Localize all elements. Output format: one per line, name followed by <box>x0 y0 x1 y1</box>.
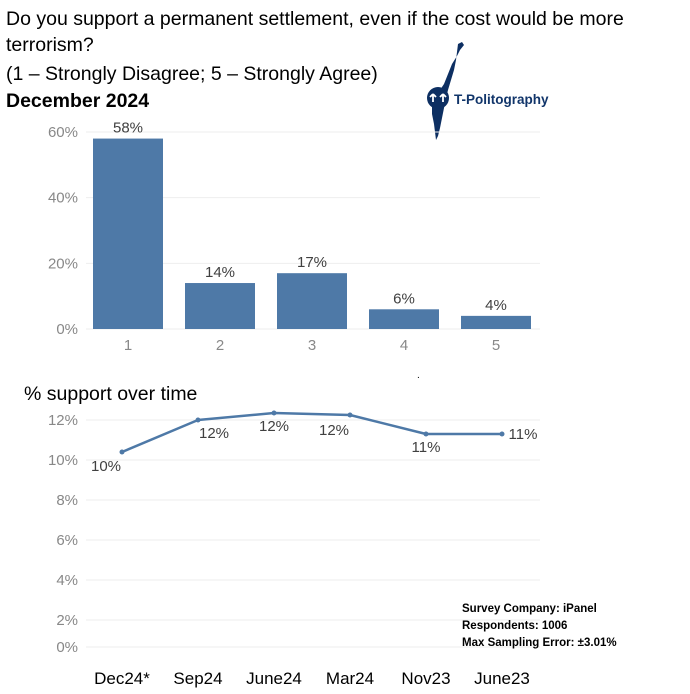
israel-map-icon <box>427 42 464 140</box>
chart-question-line-1: Do you support a permanent settlement, e… <box>6 8 624 30</box>
logo-wordmark: T-Politography <box>454 92 549 107</box>
line-point-June23 <box>499 431 505 437</box>
bar-4 <box>369 309 439 329</box>
line-point-Mar24 <box>347 412 353 418</box>
survey-date: December 2024 <box>6 90 150 112</box>
line-y-tick-label: 0% <box>56 639 78 656</box>
line-data-label: 12% <box>259 418 289 435</box>
bar-x-tick-label: 5 <box>492 337 500 354</box>
survey-company: Survey Company: iPanel <box>462 603 597 615</box>
line-chart: 0% 2% 4% 6% 8% 10% 12% 10% Dec24* 12% Sep24 12% June… <box>48 410 540 688</box>
logo-circle <box>427 87 449 109</box>
line-x-tick-label: June24 <box>246 669 302 688</box>
line-y-tick-label: 2% <box>56 612 78 629</box>
bar-data-label: 58% <box>113 120 143 137</box>
bar-y-tick-label: 40% <box>48 190 78 207</box>
survey-respondents: Respondents: 1006 <box>462 620 568 632</box>
line-data-label: 11% <box>509 426 538 443</box>
line-x-tick-label: Mar24 <box>326 669 374 688</box>
bar-1 <box>93 138 163 329</box>
line-data-label: 11% <box>412 439 441 456</box>
line-x-tick-label: June23 <box>474 669 530 688</box>
israel-map-shape <box>432 42 464 140</box>
line-point-June24 <box>271 410 277 416</box>
line-data-label: 12% <box>319 422 349 439</box>
bar-x-tick-label: 1 <box>124 337 132 354</box>
bar-chart: 0% 20% 40% 60% 58% 1 14% 2 17% 3 6% 4 4% 5 <box>48 120 540 354</box>
line-point-Dec24* <box>119 449 125 455</box>
bar-5 <box>461 315 531 329</box>
line-point-Nov23 <box>423 431 429 437</box>
bar-data-label: 4% <box>485 297 507 314</box>
bar-3 <box>277 273 347 329</box>
bar-data-label: 17% <box>297 254 327 271</box>
line-x-tick-label: Dec24* <box>94 669 150 688</box>
signpost-icon <box>429 93 447 102</box>
bar-x-tick-label: 3 <box>308 337 316 354</box>
bar-data-label: 14% <box>205 264 235 281</box>
support-trend-line <box>121 411 502 454</box>
line-x-tick-label: Nov23 <box>401 669 450 688</box>
bar-y-tick-label: 60% <box>48 124 78 141</box>
bar-x-tick-label: 2 <box>216 337 224 354</box>
line-point-Sep24 <box>195 417 201 423</box>
survey-sampling-error: Max Sampling Error: ±3.01% <box>462 637 617 649</box>
line-y-tick-label: 10% <box>48 452 78 469</box>
line-y-tick-label: 12% <box>48 412 78 429</box>
line-y-tick-label: 6% <box>56 532 78 549</box>
stray-dot: . <box>417 370 420 381</box>
bar-y-tick-label: 20% <box>48 255 78 272</box>
line-y-tick-label: 4% <box>56 572 78 589</box>
scale-explanation: (1 – Strongly Disagree; 5 – Strongly Agr… <box>6 63 378 85</box>
bar-x-tick-label: 4 <box>400 337 408 354</box>
chart-question-line-2: terrorism? <box>6 34 94 56</box>
line-data-label: 10% <box>91 458 121 475</box>
line-y-tick-label: 8% <box>56 492 78 509</box>
line-data-label: 12% <box>199 425 229 442</box>
bar-data-label: 6% <box>393 290 415 307</box>
line-chart-title: % support over time <box>24 383 198 405</box>
bar-2 <box>185 283 255 329</box>
bar-y-tick-label: 0% <box>56 321 78 338</box>
line-x-tick-label: Sep24 <box>173 669 222 688</box>
